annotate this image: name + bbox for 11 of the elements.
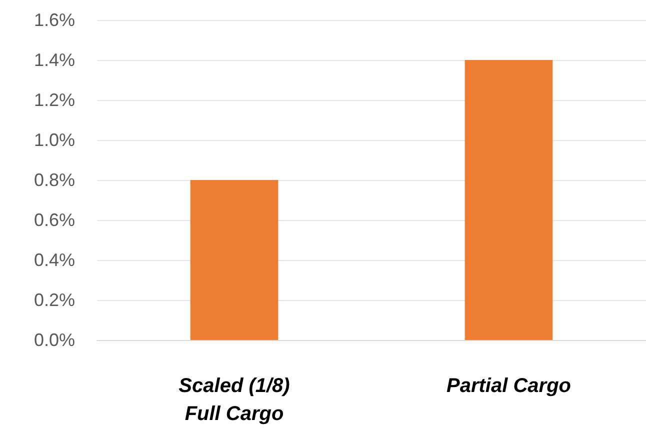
y-tick-label: 1.6% [34,10,75,30]
y-tick-label: 0.4% [34,250,75,270]
x-tick-label: Partial Cargo [446,375,571,397]
y-tick-label: 0.8% [34,170,75,190]
y-tick-label: 1.4% [34,50,75,70]
y-tick-label: 0.2% [34,290,75,310]
x-tick-label: Scaled (1/8) Full Cargo [178,375,290,425]
y-tick-label: 0.0% [34,330,75,350]
y-tick-label: 1.2% [34,90,75,110]
y-tick-label: 1.0% [34,130,75,150]
y-tick-label: 0.6% [34,210,75,230]
